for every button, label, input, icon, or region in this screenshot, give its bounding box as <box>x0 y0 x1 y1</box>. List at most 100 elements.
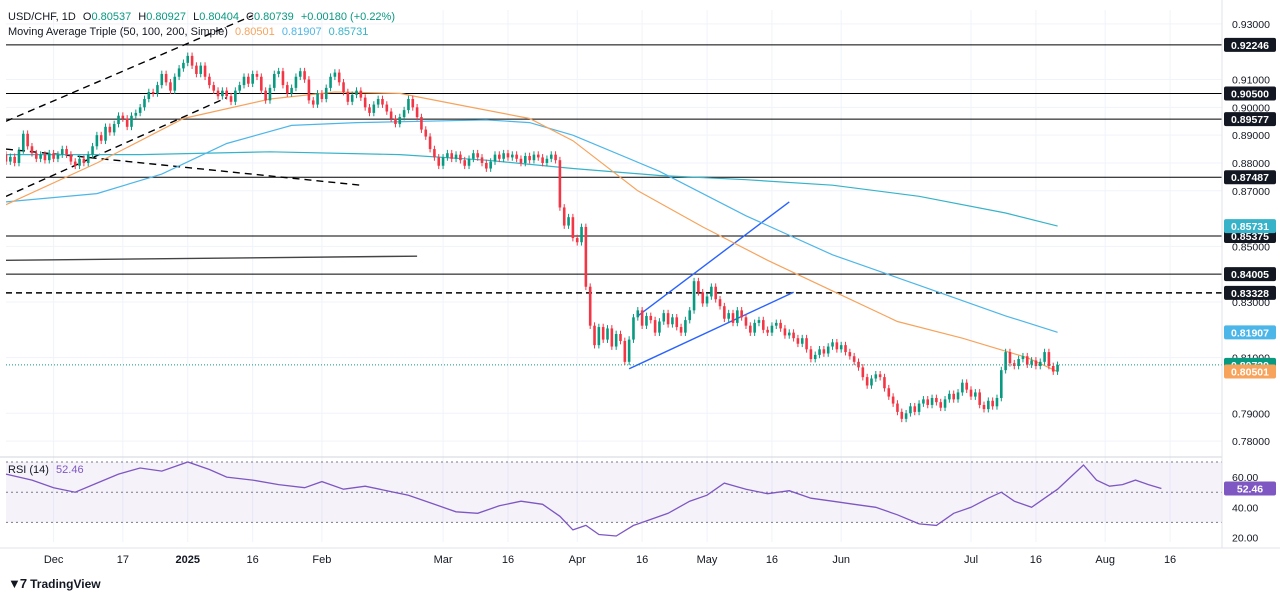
candle-body <box>913 406 917 412</box>
candle <box>796 334 800 348</box>
candle-body <box>523 156 527 163</box>
rsi-title[interactable]: RSI (14) <box>8 464 49 476</box>
price-level-tag-label: 0.87487 <box>1231 172 1269 184</box>
candle-body <box>688 310 692 321</box>
candle <box>372 101 376 117</box>
candle-body <box>294 76 298 88</box>
candle <box>203 62 207 81</box>
ma50-tag-label: 0.80501 <box>1231 367 1269 379</box>
candle <box>441 154 445 170</box>
price-axis[interactable]: 0.93000 0.91000 0.90000 0.89000 0.88000 0.870… <box>1232 19 1270 448</box>
candle <box>1043 348 1046 366</box>
candle-body <box>736 310 739 323</box>
candle <box>632 313 635 343</box>
candle-body <box>974 392 977 397</box>
ma50-tag <box>1224 364 1276 379</box>
rsi-value-tag <box>1224 481 1276 496</box>
candle <box>506 149 510 161</box>
tradingview-brand[interactable]: ▼7 TradingView <box>8 576 101 591</box>
y-tick-label: 0.93000 <box>1232 19 1270 31</box>
candle <box>671 313 674 328</box>
candle-body <box>368 107 371 113</box>
price-level-tag-label: 0.84005 <box>1231 269 1269 281</box>
candle-body <box>930 397 934 405</box>
candle <box>839 341 843 353</box>
x-tick-label: Mar <box>434 554 453 566</box>
price-level-tag <box>1224 112 1276 127</box>
ma200-tag <box>1224 219 1276 234</box>
candle <box>1008 348 1012 367</box>
candle-body <box>398 117 402 125</box>
candle <box>679 323 683 336</box>
high-label: H <box>138 11 147 23</box>
candle-body <box>961 382 964 393</box>
candle <box>82 155 86 167</box>
x-tick-label: 16 <box>1030 554 1042 566</box>
candle-body <box>658 321 661 333</box>
candle <box>117 112 120 128</box>
symbol-label[interactable]: USD/CHF, 1D <box>8 11 76 23</box>
candle <box>389 108 393 122</box>
candle <box>935 394 938 406</box>
price-level-tag-label: 0.89577 <box>1231 114 1269 126</box>
candle <box>134 109 138 120</box>
candle-body <box>221 90 224 97</box>
candle <box>1017 355 1020 370</box>
candle-body <box>1034 360 1038 366</box>
candle <box>1021 352 1025 363</box>
candle-body <box>164 73 168 83</box>
ma-title[interactable]: Moving Average Triple (50, 100, 200, Sim… <box>8 26 228 38</box>
candle-body <box>580 226 583 243</box>
candle-body <box>887 388 891 397</box>
candle <box>601 323 605 343</box>
candle-body <box>614 334 618 347</box>
candle-body <box>653 320 657 333</box>
candle-body <box>407 99 410 111</box>
trendline <box>6 14 253 122</box>
candle <box>1000 366 1003 402</box>
rsi-axis[interactable]: 60.00 40.00 20.00 <box>1232 472 1258 544</box>
time-axis[interactable]: Dec 17 2025 16 Feb Mar 16 Apr 16 May 16 Jun Jul 16 Aug… <box>44 554 1176 566</box>
candle-body <box>238 85 241 91</box>
candle <box>710 283 713 300</box>
candle-body <box>350 94 354 102</box>
candle <box>60 145 64 158</box>
candle <box>199 62 203 78</box>
candle <box>575 234 579 246</box>
candle <box>307 76 311 104</box>
candle <box>208 73 211 89</box>
candle <box>450 149 454 163</box>
candle-body <box>290 87 293 94</box>
candle-body <box>939 402 943 408</box>
price-level-tag <box>1224 285 1276 300</box>
candle <box>125 115 129 131</box>
candle-body <box>143 99 146 108</box>
candle <box>831 339 834 350</box>
candle <box>705 293 709 307</box>
candle <box>636 307 640 321</box>
candle-body <box>861 367 865 378</box>
candle-body <box>337 72 341 83</box>
candle <box>987 397 990 413</box>
candle-body <box>303 71 306 80</box>
candle <box>588 283 592 330</box>
candle <box>995 394 999 410</box>
candle <box>502 149 505 163</box>
candle <box>138 104 142 117</box>
candle-body <box>541 157 544 163</box>
candle-body <box>1004 352 1007 371</box>
candle-body <box>948 393 951 400</box>
candle <box>965 379 968 393</box>
candle <box>532 151 536 164</box>
candle-body <box>56 154 60 159</box>
candle-body <box>935 397 938 403</box>
candle-body <box>1030 360 1033 365</box>
x-tick-label: 2025 <box>176 554 200 566</box>
candle-body <box>822 349 826 354</box>
candle-body <box>766 329 769 333</box>
candle-body <box>476 153 479 158</box>
price-level-tag <box>1224 267 1276 282</box>
candle-body <box>208 76 211 86</box>
candle <box>229 92 233 106</box>
